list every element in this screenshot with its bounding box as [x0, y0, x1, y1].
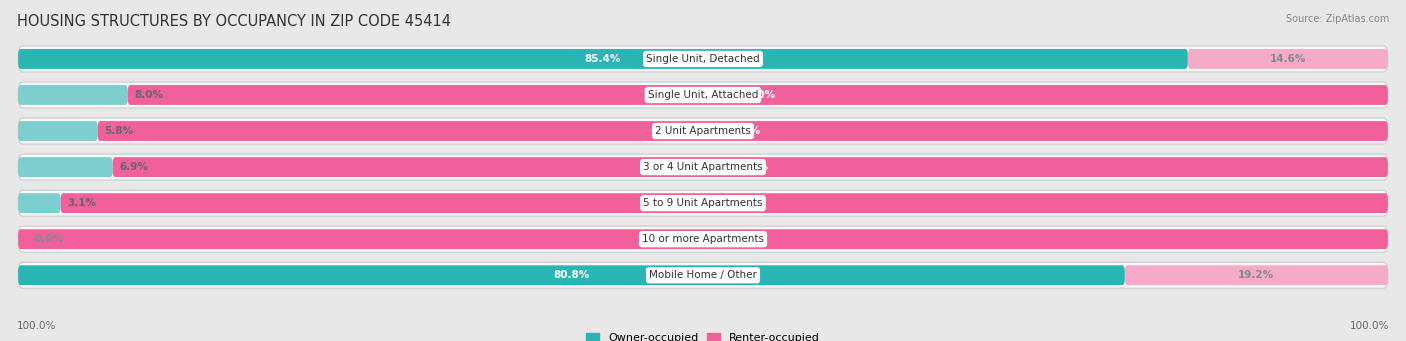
Text: 96.9%: 96.9% [706, 198, 742, 208]
FancyBboxPatch shape [18, 157, 112, 177]
FancyBboxPatch shape [18, 262, 1388, 288]
Text: 80.8%: 80.8% [554, 270, 589, 280]
Text: Single Unit, Detached: Single Unit, Detached [647, 54, 759, 64]
FancyBboxPatch shape [18, 265, 1125, 285]
Text: HOUSING STRUCTURES BY OCCUPANCY IN ZIP CODE 45414: HOUSING STRUCTURES BY OCCUPANCY IN ZIP C… [17, 14, 451, 29]
Text: 5.8%: 5.8% [104, 126, 134, 136]
FancyBboxPatch shape [18, 190, 1388, 216]
Text: 85.4%: 85.4% [585, 54, 621, 64]
Text: 0.0%: 0.0% [35, 234, 63, 244]
FancyBboxPatch shape [18, 121, 97, 141]
Text: 2 Unit Apartments: 2 Unit Apartments [655, 126, 751, 136]
Legend: Owner-occupied, Renter-occupied: Owner-occupied, Renter-occupied [586, 333, 820, 341]
Text: 100.0%: 100.0% [682, 234, 724, 244]
Text: Source: ZipAtlas.com: Source: ZipAtlas.com [1285, 14, 1389, 24]
FancyBboxPatch shape [18, 226, 1388, 252]
FancyBboxPatch shape [18, 154, 1388, 180]
FancyBboxPatch shape [18, 46, 1388, 72]
Text: 14.6%: 14.6% [1270, 54, 1306, 64]
FancyBboxPatch shape [18, 49, 1188, 69]
Text: 100.0%: 100.0% [1350, 321, 1389, 331]
Text: 3.1%: 3.1% [67, 198, 97, 208]
Text: 5 to 9 Unit Apartments: 5 to 9 Unit Apartments [644, 198, 762, 208]
Text: 92.0%: 92.0% [740, 90, 776, 100]
Text: 94.2%: 94.2% [724, 126, 761, 136]
FancyBboxPatch shape [112, 157, 1388, 177]
FancyBboxPatch shape [1125, 265, 1388, 285]
FancyBboxPatch shape [18, 229, 1388, 249]
FancyBboxPatch shape [18, 85, 128, 105]
FancyBboxPatch shape [18, 82, 1388, 108]
Text: Single Unit, Attached: Single Unit, Attached [648, 90, 758, 100]
Text: 100.0%: 100.0% [17, 321, 56, 331]
Text: 6.9%: 6.9% [120, 162, 149, 172]
FancyBboxPatch shape [97, 121, 1388, 141]
FancyBboxPatch shape [1188, 49, 1388, 69]
Text: Mobile Home / Other: Mobile Home / Other [650, 270, 756, 280]
FancyBboxPatch shape [128, 85, 1388, 105]
FancyBboxPatch shape [18, 193, 60, 213]
Text: 10 or more Apartments: 10 or more Apartments [643, 234, 763, 244]
Text: 3 or 4 Unit Apartments: 3 or 4 Unit Apartments [643, 162, 763, 172]
Text: 19.2%: 19.2% [1239, 270, 1274, 280]
FancyBboxPatch shape [60, 193, 1388, 213]
Text: 8.0%: 8.0% [135, 90, 163, 100]
Text: 93.1%: 93.1% [733, 162, 768, 172]
FancyBboxPatch shape [18, 118, 1388, 144]
